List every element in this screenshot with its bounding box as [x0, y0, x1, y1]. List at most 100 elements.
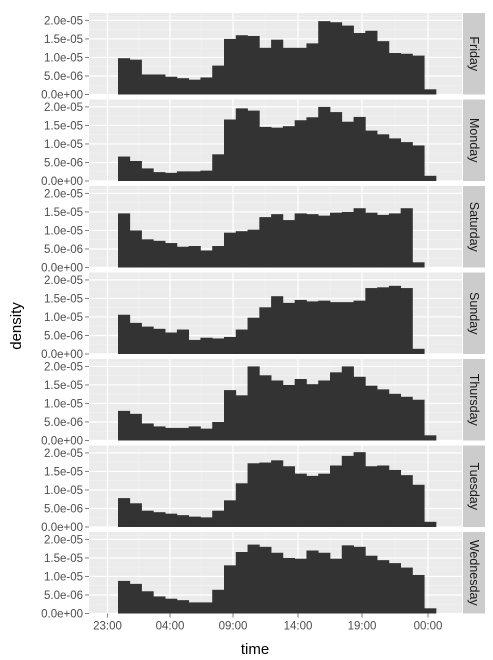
- facet-strip: [463, 13, 485, 95]
- histogram-bar: [224, 119, 237, 181]
- histogram-bar: [365, 30, 378, 95]
- histogram-bar: [141, 591, 154, 614]
- histogram-bar: [282, 302, 296, 354]
- histogram-bar: [200, 77, 213, 95]
- histogram-bar: [235, 329, 248, 354]
- histogram-bar: [388, 393, 402, 441]
- histogram-bar: [224, 390, 237, 441]
- histogram-bar: [176, 329, 190, 354]
- y-tick-label: 1.5e-05: [44, 34, 83, 46]
- histogram-bar: [259, 47, 272, 95]
- histogram-bar: [271, 460, 284, 527]
- histogram-bar: [353, 116, 366, 181]
- histogram-bar: [224, 38, 237, 95]
- facet-panel-thursday: 0.0e+00 5.0e-06 1.0e-05 1.5e-05 2.0e-05 Thurs…: [41, 359, 485, 448]
- histogram-bar: [412, 145, 425, 181]
- histogram-bar: [294, 47, 307, 95]
- histogram-bar: [353, 33, 366, 95]
- histogram-bar: [247, 35, 260, 95]
- histogram-bar: [212, 421, 225, 441]
- histogram-bar: [306, 43, 319, 95]
- histogram-bar: [247, 544, 260, 614]
- histogram-bar: [377, 465, 390, 527]
- histogram-bar: [188, 171, 201, 181]
- y-tick-label: 2.0e-05: [44, 534, 83, 546]
- y-tick-label: 5.0e-06: [44, 417, 83, 429]
- x-tick-label: 00:00: [414, 621, 443, 633]
- histogram-bar: [318, 552, 331, 614]
- histogram-bar: [153, 240, 166, 268]
- histogram-bar: [165, 76, 178, 95]
- y-tick-label: 2.0e-05: [44, 275, 83, 287]
- histogram-bar: [271, 39, 284, 95]
- histogram-bar: [318, 106, 331, 181]
- histogram-bar: [282, 466, 296, 527]
- facet-panel-wednesday: 0.0e+00 5.0e-06 1.0e-05 1.5e-05 2.0e-05 Wedne…: [41, 532, 485, 621]
- histogram-bar: [318, 473, 331, 527]
- y-tick-label: 2.0e-05: [44, 361, 83, 373]
- histogram-bar: [400, 208, 413, 268]
- x-tick-label: 09:00: [219, 621, 248, 633]
- facet-strip: [463, 272, 485, 354]
- facet-strip-label: Saturday: [467, 202, 481, 253]
- histogram-bar: [424, 521, 437, 527]
- histogram-bar: [129, 59, 142, 95]
- histogram-bar: [129, 160, 142, 181]
- histogram-bar: [200, 250, 213, 268]
- histogram-bar: [330, 558, 343, 614]
- histogram-bar: [200, 517, 213, 527]
- histogram-bar: [235, 35, 248, 95]
- histogram-bar: [294, 558, 307, 614]
- facet-strip-label: Tuesday: [467, 463, 481, 511]
- histogram-bar: [294, 473, 307, 527]
- histogram-bar: [176, 600, 190, 614]
- histogram-bar: [153, 172, 166, 181]
- histogram-bar: [141, 239, 154, 268]
- y-tick-label: 1.5e-05: [44, 293, 83, 305]
- histogram-bar: [271, 552, 284, 614]
- histogram-bar: [377, 41, 390, 95]
- histogram-bar: [330, 212, 343, 268]
- histogram-bar: [165, 172, 178, 181]
- histogram-bar: [153, 426, 166, 441]
- histogram-bar: [365, 212, 378, 268]
- histogram-bar: [412, 399, 425, 441]
- y-tick-label: 0.0e+00: [41, 436, 83, 448]
- x-tick-label: 14:00: [284, 621, 313, 633]
- histogram-bar: [259, 126, 272, 181]
- histogram-bar: [247, 317, 260, 354]
- histogram-bar: [212, 154, 225, 181]
- facet-strip: [463, 359, 485, 441]
- histogram-bar: [212, 246, 225, 268]
- histogram-bar: [412, 55, 425, 95]
- histogram-bar: [188, 602, 201, 614]
- histogram-bar: [153, 512, 166, 527]
- y-tick-label: 1.0e-05: [44, 571, 83, 583]
- y-tick-label: 0.0e+00: [41, 90, 83, 102]
- histogram-bar: [118, 58, 131, 95]
- histogram-bar: [212, 510, 225, 527]
- y-tick-label: 2.0e-05: [44, 15, 83, 27]
- histogram-bar: [424, 435, 437, 441]
- histogram-bar: [247, 463, 260, 527]
- x-tick-label: 19:00: [348, 621, 377, 633]
- y-tick-label: 0.0e+00: [41, 263, 83, 275]
- histogram-bar: [318, 215, 331, 268]
- histogram-bar: [341, 455, 354, 527]
- histogram-bar: [377, 287, 390, 354]
- histogram-bar: [282, 220, 296, 268]
- y-tick-label: 5.0e-06: [44, 244, 83, 256]
- y-tick-label: 5.0e-06: [44, 330, 83, 342]
- histogram-bar: [330, 465, 343, 527]
- histogram-bar: [353, 452, 366, 527]
- histogram-bar: [353, 376, 366, 441]
- histogram-bar: [259, 307, 272, 354]
- facet-strip-label: Sunday: [467, 292, 481, 335]
- facet-strip: [463, 186, 485, 268]
- histogram-bar: [282, 557, 296, 614]
- y-tick-label: 1.0e-05: [44, 398, 83, 410]
- histogram-bar: [365, 130, 378, 181]
- x-tick-label: 23:00: [93, 621, 122, 633]
- histogram-bar: [129, 322, 142, 354]
- histogram-bar: [377, 389, 390, 441]
